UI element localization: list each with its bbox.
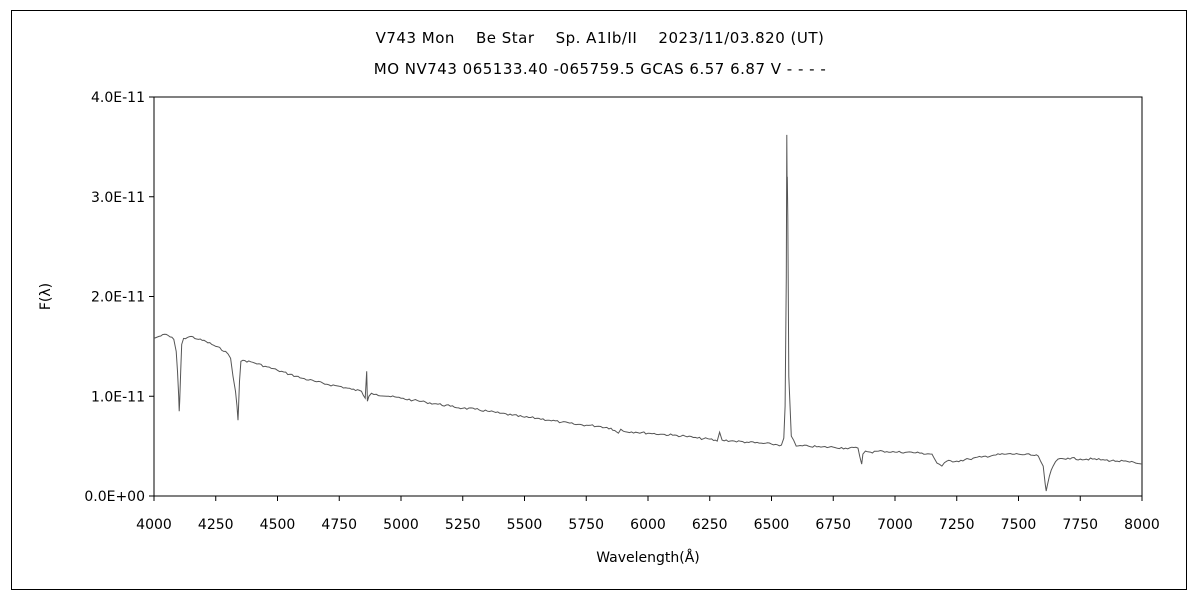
- x-tick-label: 5750: [568, 517, 604, 533]
- chart-frame: [11, 10, 1187, 590]
- x-tick-label: 4250: [198, 517, 234, 533]
- y-tick-label: 0.0E+00: [84, 489, 145, 505]
- x-tick-label: 6000: [630, 517, 666, 533]
- x-axis: 4000 4250 4500 4750 5000 5250 5500 5750 6000 6250…: [136, 496, 1160, 533]
- y-tick-label: 2.0E-11: [91, 290, 145, 306]
- y-tick-label: 3.0E-11: [91, 190, 145, 206]
- x-tick-label: 4750: [321, 517, 357, 533]
- x-tick-label: 7000: [877, 517, 913, 533]
- x-tick-label: 6250: [692, 517, 728, 533]
- x-tick-label: 7500: [1001, 517, 1037, 533]
- chart-subtitle: MO NV743 065133.40 -065759.5 GCAS 6.57 6…: [373, 60, 827, 78]
- y-tick-label: 4.0E-11: [91, 90, 145, 106]
- x-axis-label: Wavelength(Å): [596, 549, 700, 566]
- y-tick-label: 1.0E-11: [91, 389, 145, 405]
- x-tick-label: 4500: [260, 517, 296, 533]
- x-tick-label: 6750: [815, 517, 851, 533]
- x-tick-label: 8000: [1124, 517, 1160, 533]
- x-tick-label: 4000: [136, 517, 172, 533]
- spectrum-line: [153, 134, 1143, 492]
- plot-area: [153, 96, 1143, 497]
- x-tick-label: 6500: [754, 517, 790, 533]
- y-axis: 0.0E+00 1.0E-11 2.0E-11 3.0E-11 4.0E-11: [84, 90, 154, 505]
- x-tick-label: 5250: [445, 517, 481, 533]
- x-tick-label: 5000: [383, 517, 419, 533]
- y-axis-label: F(λ): [38, 283, 54, 310]
- x-tick-label: 7750: [1062, 517, 1098, 533]
- x-tick-label: 5500: [507, 517, 543, 533]
- chart-title: V743 Mon Be Star Sp. A1Ib/II 2023/11/03.…: [375, 29, 825, 47]
- series-layer: [153, 134, 1143, 492]
- x-tick-label: 7250: [939, 517, 975, 533]
